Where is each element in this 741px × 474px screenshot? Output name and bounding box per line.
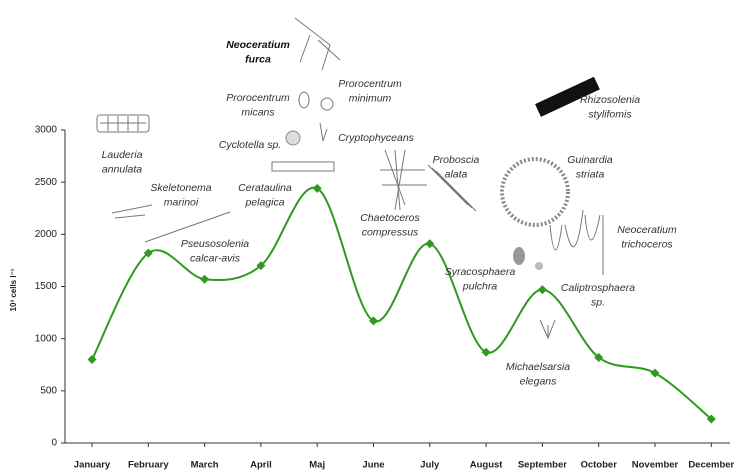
annotation: Guinardia [567, 154, 613, 166]
annotation: Lauderia [102, 149, 143, 161]
x-tick-label: October [580, 460, 617, 471]
x-tick-label: April [250, 460, 272, 471]
data-point [425, 239, 435, 249]
x-tick-label: November [632, 460, 679, 471]
annotation: Skeletonema [150, 182, 211, 194]
y-tick-label: 3000 [35, 125, 58, 136]
annotation: minimum [349, 92, 392, 104]
illustrations [96, 17, 604, 339]
annotation: Cyclotella sp. [219, 139, 281, 151]
annotation: elegans [520, 375, 558, 387]
annotation: compressus [362, 226, 419, 238]
annotation: pelagica [244, 196, 284, 208]
x-tick-label: June [362, 460, 384, 471]
annotation: alata [445, 168, 468, 180]
x-tick-label: March [191, 460, 219, 471]
y-tick-label: 500 [40, 385, 57, 396]
annotation: Pseusosolenia [181, 238, 249, 250]
annotation: Proboscia [433, 154, 480, 166]
annotation: calcar-avis [190, 252, 241, 264]
x-tick-label: September [518, 460, 567, 471]
annotation: Prorocentrum [226, 92, 290, 104]
annotation: micans [241, 106, 275, 118]
annotation: Cryptophyceans [338, 132, 415, 144]
x-tick-label: Maj [309, 460, 325, 471]
data-point [650, 368, 660, 378]
data-point [594, 352, 604, 362]
annotation: Michaelsarsia [506, 361, 570, 373]
annotation: annulata [102, 163, 142, 175]
annotation: Syracosphaera [445, 266, 516, 278]
annotation: Cerataulina [238, 182, 292, 194]
data-point [537, 285, 547, 295]
data-point [87, 355, 97, 365]
x-tick-label: February [128, 460, 169, 471]
annotation: Neoceratium [617, 224, 677, 236]
data-point [256, 261, 266, 271]
y-tick-label: 0 [51, 438, 57, 449]
annotation: furca [245, 53, 271, 65]
data-point [706, 414, 716, 424]
annotation: Chaetoceros [360, 212, 420, 224]
data-point [312, 183, 322, 193]
y-tick-label: 1000 [35, 333, 58, 344]
annotation: stylifomis [588, 108, 632, 120]
x-tick-label: August [470, 460, 504, 471]
data-point [200, 274, 210, 284]
annotation: marinoi [164, 196, 199, 208]
data-point [143, 248, 153, 258]
annotation: pulchra [462, 280, 498, 292]
x-tick-label: January [74, 460, 111, 471]
annotation: sp. [591, 296, 605, 308]
annotation: trichoceros [621, 238, 673, 250]
data-point [369, 316, 378, 326]
y-tick-label: 2500 [35, 177, 58, 188]
y-axis-label: 10³ cells l⁻¹ [9, 268, 18, 311]
annotation: Caliptrosphaera [561, 282, 635, 294]
x-tick-label: December [688, 460, 734, 471]
data-point [481, 347, 491, 357]
y-tick-label: 2000 [35, 229, 58, 240]
x-tick-label: July [420, 460, 440, 471]
annotation: Prorocentrum [338, 78, 402, 90]
annotation: Neoceratium [226, 39, 290, 51]
y-tick-label: 1500 [35, 281, 58, 292]
annotation: Rhizosolenia [580, 94, 640, 106]
annotation: striata [576, 168, 605, 180]
